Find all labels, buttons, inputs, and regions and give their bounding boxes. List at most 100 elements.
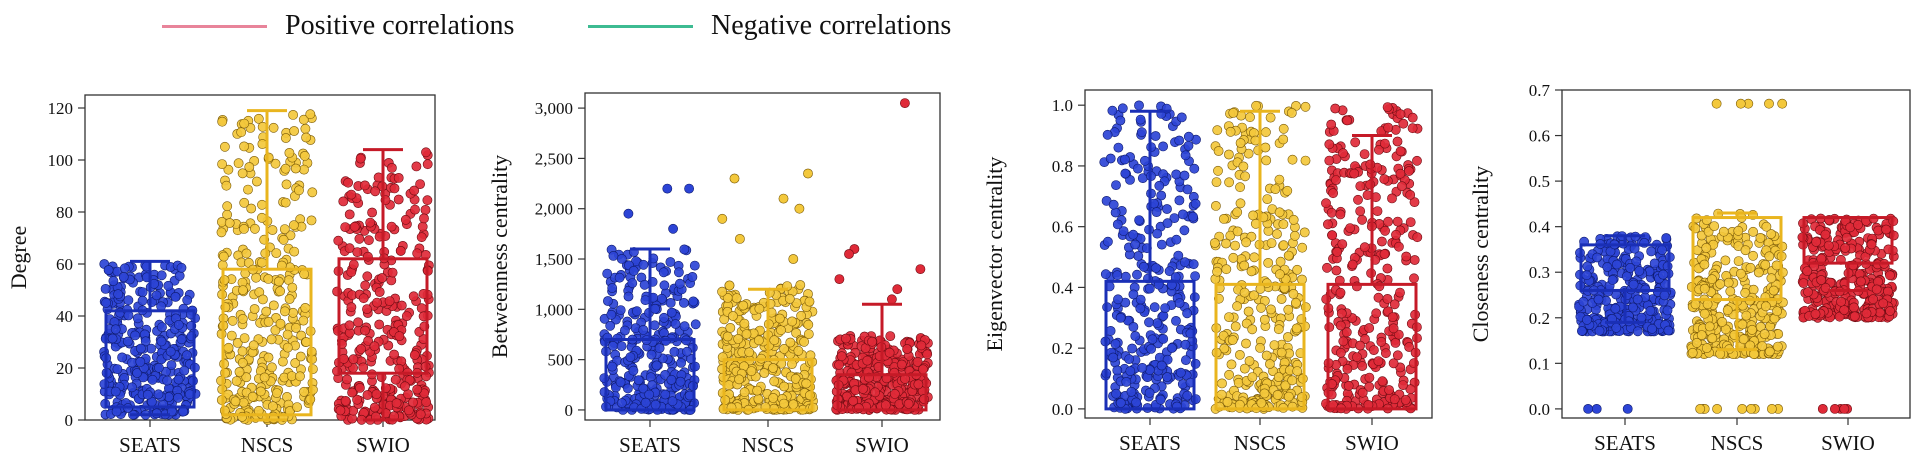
x-tick-label: NSCS (1711, 431, 1764, 455)
data-point-nscs (1246, 266, 1257, 277)
data-point-nscs (1221, 264, 1232, 275)
data-point-nscs (1696, 330, 1707, 340)
data-point-seats (1135, 114, 1146, 125)
data-point-swio (1840, 243, 1851, 253)
data-point-swio (369, 402, 380, 413)
data-point-swio (417, 221, 428, 232)
data-point-seats (1150, 131, 1161, 141)
data-point-nscs (261, 306, 272, 317)
data-point-seats (1105, 153, 1116, 164)
data-point-swio (396, 300, 407, 311)
y-axis-label: Betweenness centrality (487, 155, 512, 358)
data-point-nscs (301, 337, 312, 347)
data-point-seats (1628, 279, 1639, 290)
data-point-swio (347, 387, 357, 398)
data-point-swio (1321, 198, 1331, 209)
data-point-seats (1132, 269, 1142, 280)
data-point-swio (1328, 188, 1338, 199)
y-tick-label: 0.5 (1529, 172, 1550, 191)
data-point-nscs (280, 133, 291, 143)
x-tick-label: SEATS (1594, 431, 1656, 455)
legend-line-positive (162, 24, 267, 28)
data-point-nscs (1211, 177, 1222, 187)
data-point-nscs (288, 110, 298, 120)
data-point-swio (1331, 265, 1342, 276)
data-point-nscs (1261, 350, 1272, 361)
outlier-point-nscs (1711, 98, 1722, 109)
data-point-nscs (1748, 284, 1759, 295)
data-point-seats (1169, 213, 1180, 223)
outlier-point-nscs (735, 233, 745, 244)
data-point-swio (1357, 214, 1367, 225)
y-axis-label: Degree (6, 226, 31, 290)
data-point-swio (1383, 122, 1394, 133)
data-point-nscs (1300, 101, 1311, 112)
data-point-seats (1115, 115, 1126, 126)
data-point-swio (889, 388, 900, 399)
data-point-nscs (217, 159, 227, 169)
data-point-nscs (1300, 155, 1311, 166)
data-point-swio (403, 405, 414, 416)
data-point-nscs (1723, 277, 1734, 288)
data-point-swio (1803, 287, 1813, 297)
data-point-nscs (1287, 154, 1298, 165)
data-point-nscs (1748, 226, 1758, 237)
data-point-nscs (1722, 305, 1733, 316)
data-point-swio (356, 343, 366, 354)
data-point-nscs (223, 342, 234, 353)
data-point-nscs (1247, 324, 1258, 335)
data-point-swio (1849, 311, 1860, 322)
data-point-nscs (299, 386, 309, 397)
data-point-seats (1156, 239, 1167, 250)
data-point-nscs (1768, 285, 1779, 296)
data-point-seats (1662, 305, 1673, 316)
data-point-nscs (277, 356, 288, 367)
data-point-seats (1636, 312, 1647, 323)
data-point-nscs (268, 122, 279, 133)
data-point-nscs (801, 378, 812, 389)
data-point-swio (360, 325, 370, 336)
outlier-point-seats (1583, 403, 1593, 414)
data-point-nscs (1291, 323, 1302, 334)
data-point-nscs (246, 203, 257, 214)
data-point-seats (1126, 386, 1137, 397)
data-point-swio (1397, 181, 1407, 192)
data-point-swio (1372, 206, 1383, 216)
data-point-seats (1581, 270, 1592, 281)
data-point-seats (1178, 209, 1188, 220)
data-point-seats (1147, 334, 1158, 345)
outlier-point-swio (892, 284, 903, 295)
y-tick-label: 0.2 (1529, 309, 1550, 328)
data-point-nscs (270, 158, 281, 169)
data-point-swio (1836, 296, 1846, 307)
data-point-nscs (255, 386, 266, 397)
data-point-seats (1140, 155, 1150, 166)
data-point-swio (1332, 246, 1343, 257)
data-point-swio (1802, 266, 1813, 276)
data-point-swio (395, 245, 406, 256)
data-point-nscs (1704, 321, 1715, 332)
data-point-swio (841, 333, 851, 344)
y-tick-label: 2,500 (535, 149, 573, 168)
data-point-swio (410, 204, 420, 215)
data-point-nscs (299, 150, 310, 161)
data-point-nscs (1219, 213, 1229, 224)
data-point-nscs (1260, 142, 1271, 153)
data-point-nscs (746, 366, 757, 376)
data-point-seats (605, 320, 616, 331)
data-point-nscs (221, 180, 232, 191)
data-point-swio (1343, 380, 1354, 391)
data-point-nscs (1224, 177, 1234, 188)
data-point-swio (1395, 146, 1406, 157)
data-point-seats (137, 287, 148, 297)
data-point-nscs (1232, 301, 1242, 312)
data-point-seats (127, 382, 137, 393)
data-point-nscs (1761, 221, 1772, 232)
data-point-seats (670, 319, 681, 329)
data-point-swio (1357, 387, 1368, 398)
data-point-swio (1409, 197, 1420, 207)
data-point-swio (416, 303, 427, 314)
data-point-seats (1592, 252, 1602, 263)
data-point-seats (1146, 343, 1156, 354)
